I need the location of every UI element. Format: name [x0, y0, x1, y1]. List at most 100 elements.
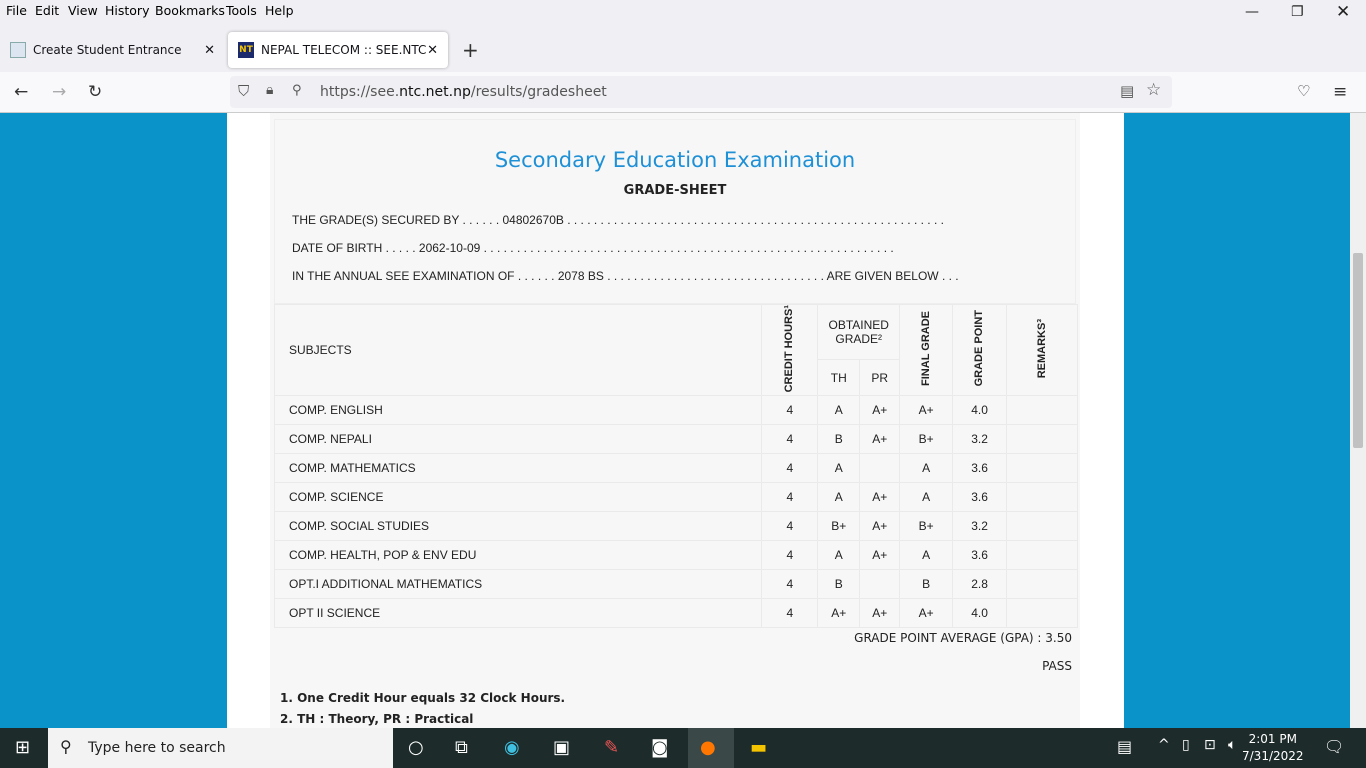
menu-bar: File Edit View History Bookmarks Tools H…	[0, 0, 1366, 22]
url-bar[interactable]: ⛉ 🔒︎ ⚲ https://see.ntc.net.np/results/gr…	[230, 76, 1172, 108]
gradesheet-card: Secondary Education Examination GRADE-SH…	[270, 113, 1080, 728]
th-grade-cell: A	[817, 540, 861, 571]
table-row: OPT.I ADDITIONAL MATHEMATICS 4 B B 2.8	[273, 569, 1078, 600]
url-path: /results/gradesheet	[470, 84, 607, 100]
date: 7/31/2022	[1242, 749, 1304, 763]
tab-create-student[interactable]: Create Student Entrance ✕	[0, 32, 225, 68]
paint-icon[interactable]: ✎	[604, 737, 620, 758]
menu-edit[interactable]: Edit	[35, 3, 60, 18]
final-grade-cell: A	[899, 482, 954, 513]
edge-icon[interactable]: ◉	[504, 737, 520, 758]
app-menu-icon[interactable]: ≡	[1333, 82, 1348, 102]
windows-start-icon[interactable]: ⊞	[15, 737, 31, 758]
close-tab-icon[interactable]: ✕	[427, 42, 438, 58]
pr-grade-cell: A+	[859, 424, 901, 455]
credit-hours-cell: 4	[761, 395, 819, 426]
credit-hours-cell: 4	[761, 424, 819, 455]
minimize-icon[interactable]: —	[1245, 4, 1259, 20]
camera-icon[interactable]: ◙	[651, 737, 669, 758]
col-pr: PR	[859, 359, 901, 397]
clock[interactable]: 2:01 PM 7/31/2022	[1242, 731, 1304, 765]
footnote-2: 2. TH : Theory, PR : Practical	[280, 712, 474, 726]
remarks-cell	[1006, 424, 1078, 455]
col-th: TH	[817, 359, 861, 397]
meet-icon[interactable]: ▯	[1182, 737, 1190, 753]
credit-hours-cell: 4	[761, 598, 819, 629]
subject-cell: OPT II SCIENCE	[273, 598, 763, 629]
header-box	[274, 119, 1076, 304]
subject-cell: COMP. MATHEMATICS	[273, 453, 763, 484]
reload-icon[interactable]: ↻	[88, 82, 103, 102]
grade-point-cell: 3.6	[952, 453, 1008, 484]
credit-hours-cell: 4	[761, 540, 819, 571]
final-grade-cell: B+	[899, 424, 954, 455]
grade-point-cell: 3.2	[952, 511, 1008, 542]
credit-hours-cell: 4	[761, 453, 819, 484]
exam-year-line: IN THE ANNUAL SEE EXAMINATION OF . . . .…	[292, 269, 959, 283]
scrollbar[interactable]	[1350, 113, 1366, 728]
table-row: COMP. NEPALI 4 B A+ B+ 3.2	[273, 424, 1078, 455]
lock-icon[interactable]: 🔒︎	[266, 82, 274, 98]
scrollbar-thumb[interactable]	[1353, 253, 1363, 448]
page-icon	[10, 42, 26, 58]
new-tab-icon[interactable]: +	[462, 38, 479, 62]
pr-grade-cell: A+	[859, 395, 901, 426]
page-content: Secondary Education Examination GRADE-SH…	[0, 113, 1350, 728]
th-grade-cell: A+	[817, 598, 861, 629]
task-view-icon[interactable]: ⧉	[455, 737, 468, 758]
th-grade-cell: B	[817, 424, 861, 455]
back-icon[interactable]: ←	[14, 82, 29, 102]
tab-nepal-telecom[interactable]: NT NEPAL TELECOM :: SEE.NTC.NET ✕	[228, 32, 448, 68]
firefox-icon[interactable]: ●	[688, 728, 734, 768]
volume-muted-icon[interactable]: 🔈︎	[1228, 737, 1237, 753]
permissions-icon[interactable]: ⚲	[292, 83, 302, 98]
forward-icon[interactable]: →	[52, 82, 67, 102]
remarks-cell	[1006, 453, 1078, 484]
table-row: COMP. MATHEMATICS 4 A A 3.6	[273, 453, 1078, 484]
dob-line: DATE OF BIRTH . . . . . 2062-10-09 . . .…	[292, 241, 894, 255]
network-icon[interactable]: ⊡	[1204, 737, 1216, 753]
result-status: PASS	[1042, 659, 1072, 673]
tray-chevron-icon[interactable]: ^	[1158, 737, 1170, 753]
menu-file[interactable]: File	[6, 3, 27, 18]
shield-icon[interactable]: ⛉	[238, 82, 250, 100]
remarks-cell	[1006, 569, 1078, 600]
th-grade-cell: A	[817, 453, 861, 484]
th-grade-cell: B	[817, 569, 861, 600]
col-credit-hours: CREDIT HOURS¹	[783, 305, 796, 393]
credit-hours-cell: 4	[761, 482, 819, 513]
close-tab-icon[interactable]: ✕	[204, 42, 215, 58]
subject-cell: OPT.I ADDITIONAL MATHEMATICS	[273, 569, 763, 600]
remarks-cell	[1006, 598, 1078, 629]
menu-view[interactable]: View	[68, 3, 98, 18]
credit-hours-cell: 4	[761, 511, 819, 542]
store-icon[interactable]: ▣	[553, 737, 571, 758]
menu-bookmarks[interactable]: Bookmarks	[155, 3, 225, 18]
col-obtained-grade: OBTAINED GRADE²	[817, 303, 901, 361]
url-prefix: https://see.	[320, 84, 400, 100]
notifications-icon[interactable]: 🗨︎	[1324, 737, 1345, 756]
taskbar-search[interactable]: ⚲ Type here to search	[48, 728, 393, 768]
close-window-icon[interactable]: ✕	[1336, 2, 1351, 22]
menu-help[interactable]: Help	[265, 3, 294, 18]
final-grade-cell: B+	[899, 511, 954, 542]
pocket-icon[interactable]: ♡	[1297, 82, 1311, 100]
th-grade-cell: A	[817, 395, 861, 426]
subject-cell: COMP. SCIENCE	[273, 482, 763, 513]
credit-hours-cell: 4	[761, 569, 819, 600]
search-icon: ⚲	[60, 737, 72, 756]
reader-view-icon[interactable]: ▤	[1120, 82, 1135, 100]
file-explorer-icon[interactable]: ▬	[750, 737, 768, 758]
col-subjects: SUBJECTS	[273, 303, 763, 397]
col-final-grade: FINAL GRADE	[919, 311, 932, 387]
col-remarks: REMARKS³	[1035, 319, 1048, 379]
menu-tools[interactable]: Tools	[226, 3, 257, 18]
footnote-1: 1. One Credit Hour equals 32 Clock Hours…	[280, 691, 566, 705]
restore-icon[interactable]: ❐	[1291, 4, 1304, 20]
bookmark-star-icon[interactable]: ☆	[1146, 80, 1162, 100]
pr-grade-cell: A+	[859, 511, 901, 542]
news-icon[interactable]: ▤	[1117, 737, 1133, 756]
cortana-icon[interactable]: ○	[408, 737, 424, 758]
menu-history[interactable]: History	[105, 3, 150, 18]
table-row: COMP. ENGLISH 4 A A+ A+ 4.0	[273, 395, 1078, 426]
